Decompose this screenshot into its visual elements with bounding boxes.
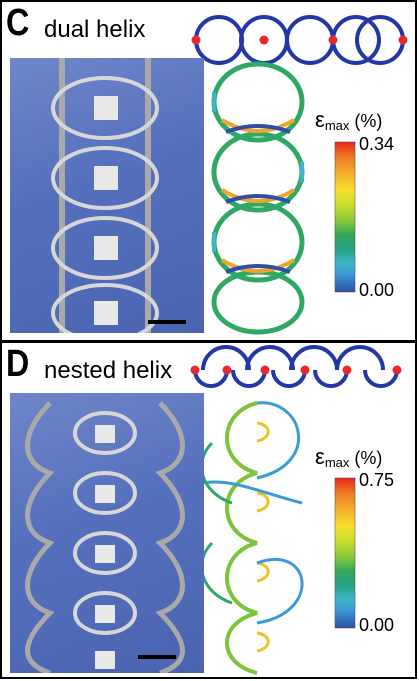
colorbar bbox=[334, 477, 356, 629]
photo-structure bbox=[51, 58, 159, 333]
photo-structure bbox=[25, 401, 185, 673]
dual-helix-schematic bbox=[194, 15, 405, 65]
colorbar-max: 0.75 bbox=[359, 470, 395, 490]
panel-title: nested helix bbox=[44, 357, 173, 384]
colorbar-title: εmax (%) bbox=[315, 107, 383, 134]
sample-photo bbox=[10, 58, 204, 333]
colorbar bbox=[334, 141, 356, 293]
nested-helix-simulation bbox=[200, 401, 304, 675]
colorbar-min: 0.00 bbox=[359, 280, 395, 300]
panel-title: dual helix bbox=[44, 16, 146, 43]
colorbar-max: 0.34 bbox=[359, 134, 395, 154]
panel-letter: C bbox=[6, 2, 30, 44]
bond-nodes bbox=[191, 35, 408, 45]
panel-d: D nested helix bbox=[0, 341, 417, 679]
bond-nodes bbox=[190, 365, 402, 375]
colorbar-min: 0.00 bbox=[359, 615, 395, 635]
panel-c: C dual helix bbox=[0, 0, 417, 342]
dual-helix-simulation bbox=[211, 61, 305, 335]
sample-photo bbox=[10, 393, 204, 673]
nested-helix-schematic bbox=[193, 345, 399, 388]
scale-bar bbox=[138, 655, 176, 659]
panel-c-graphics bbox=[191, 15, 408, 335]
scale-bar bbox=[148, 320, 186, 324]
panel-letter: D bbox=[6, 343, 30, 385]
colorbar-title: εmax (%) bbox=[315, 444, 383, 471]
